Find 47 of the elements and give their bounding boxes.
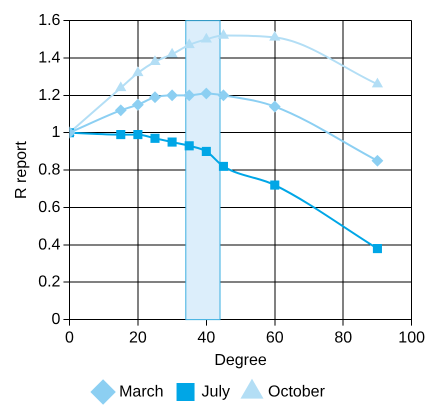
x-tick-label: 100 — [398, 330, 426, 347]
y-tick-label: 1.4 — [38, 49, 61, 66]
point — [218, 162, 228, 171]
y-tick-label: 0.2 — [38, 274, 61, 291]
x-tick-label: 60 — [266, 330, 284, 347]
point — [372, 244, 382, 254]
point — [270, 180, 280, 190]
legend-label: October — [268, 383, 326, 400]
point — [269, 101, 280, 112]
x-axis-title: Degree — [214, 352, 267, 369]
x-tick-label: 0 — [64, 330, 74, 347]
point — [149, 92, 160, 103]
legend-label: March — [119, 383, 164, 400]
x-tick-label: 80 — [334, 330, 352, 347]
y-tick-label: 1 — [52, 124, 61, 142]
y-tick-label: 0.4 — [38, 236, 61, 254]
point — [167, 48, 178, 58]
point — [150, 56, 160, 65]
point — [201, 34, 212, 43]
point — [372, 78, 382, 88]
point — [200, 88, 212, 99]
point — [132, 67, 143, 76]
legend-label: July — [202, 383, 230, 400]
point — [132, 99, 144, 110]
y-tick-label: 0 — [52, 311, 61, 328]
point — [372, 155, 383, 166]
point — [184, 141, 194, 150]
point — [116, 82, 126, 92]
y-axis-title: R report — [13, 140, 30, 199]
y-tick-label: 1.2 — [38, 86, 61, 104]
point — [116, 130, 126, 140]
point — [166, 90, 178, 101]
point — [168, 138, 177, 147]
y-tick-label: 0.8 — [38, 162, 61, 179]
point — [184, 39, 194, 48]
point — [133, 130, 142, 140]
y-tick-label: 1.6 — [38, 12, 61, 30]
point — [150, 134, 160, 143]
point — [202, 146, 211, 156]
point — [115, 104, 126, 116]
point — [184, 90, 195, 101]
point — [218, 30, 228, 39]
x-tick-label: 40 — [197, 330, 216, 347]
point — [270, 32, 280, 41]
x-tick-label: 20 — [128, 330, 147, 347]
y-tick-label: 0.6 — [38, 198, 61, 216]
point — [218, 90, 229, 101]
